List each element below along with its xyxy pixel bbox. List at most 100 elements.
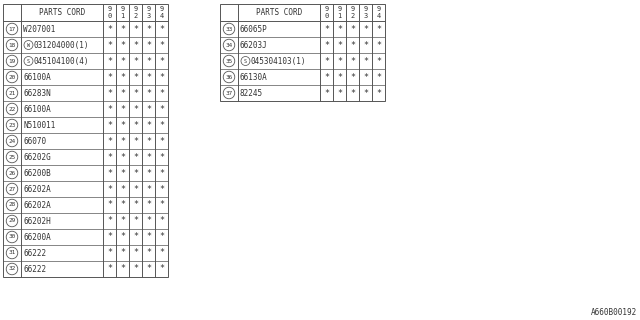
Text: *: * (337, 89, 342, 98)
Text: *: * (120, 185, 125, 194)
Text: 9: 9 (350, 6, 355, 12)
Text: *: * (146, 121, 151, 130)
Text: S: S (27, 59, 30, 63)
Text: *: * (350, 41, 355, 50)
Text: *: * (337, 57, 342, 66)
Text: 66200B: 66200B (23, 169, 51, 178)
Text: *: * (376, 73, 381, 82)
Text: *: * (133, 185, 138, 194)
Text: *: * (133, 57, 138, 66)
Text: 25: 25 (8, 155, 15, 159)
Text: *: * (146, 57, 151, 66)
Text: 36: 36 (225, 75, 232, 79)
Text: *: * (146, 89, 151, 98)
Text: 9: 9 (108, 6, 111, 12)
Text: *: * (133, 217, 138, 226)
Text: S: S (244, 59, 247, 63)
Text: 37: 37 (225, 91, 232, 95)
Text: *: * (107, 169, 112, 178)
Text: 30: 30 (8, 235, 15, 239)
Text: 22: 22 (8, 107, 15, 111)
Text: 1: 1 (337, 13, 342, 19)
Text: *: * (159, 153, 164, 162)
Text: 24: 24 (8, 139, 15, 143)
Text: *: * (159, 73, 164, 82)
Text: *: * (159, 217, 164, 226)
Text: *: * (324, 73, 329, 82)
Text: 0: 0 (108, 13, 111, 19)
Text: *: * (337, 73, 342, 82)
Text: *: * (363, 57, 368, 66)
Text: 66070: 66070 (23, 137, 46, 146)
Text: PARTS CORD: PARTS CORD (256, 8, 302, 17)
Text: N510011: N510011 (23, 121, 56, 130)
Text: 26: 26 (8, 171, 15, 175)
Text: 2: 2 (350, 13, 355, 19)
Text: *: * (120, 249, 125, 258)
Text: *: * (107, 57, 112, 66)
Text: *: * (363, 41, 368, 50)
Text: 21: 21 (8, 91, 15, 95)
Text: *: * (133, 41, 138, 50)
Text: *: * (159, 265, 164, 274)
Text: *: * (146, 25, 151, 34)
Text: *: * (120, 137, 125, 146)
Text: 31: 31 (8, 251, 15, 255)
Text: *: * (159, 25, 164, 34)
Text: 3: 3 (147, 13, 150, 19)
Text: *: * (107, 121, 112, 130)
Text: *: * (107, 25, 112, 34)
Text: 9: 9 (120, 6, 125, 12)
Text: *: * (376, 57, 381, 66)
Text: *: * (146, 169, 151, 178)
Text: *: * (146, 41, 151, 50)
Text: 28: 28 (8, 203, 15, 207)
Text: *: * (107, 153, 112, 162)
Text: *: * (133, 233, 138, 242)
Text: PARTS CORD: PARTS CORD (39, 8, 85, 17)
Text: A660B00192: A660B00192 (591, 308, 637, 317)
Text: *: * (146, 201, 151, 210)
Text: *: * (159, 57, 164, 66)
Text: *: * (350, 57, 355, 66)
Text: *: * (107, 201, 112, 210)
Text: 20: 20 (8, 75, 15, 79)
Text: *: * (159, 201, 164, 210)
Text: *: * (376, 25, 381, 34)
Text: W207001: W207001 (23, 25, 56, 34)
Text: *: * (376, 89, 381, 98)
Text: *: * (159, 185, 164, 194)
Text: 031204000(1): 031204000(1) (34, 41, 90, 50)
Text: *: * (350, 73, 355, 82)
Text: *: * (133, 201, 138, 210)
Text: 82245: 82245 (240, 89, 263, 98)
Text: *: * (363, 25, 368, 34)
Text: 9: 9 (147, 6, 150, 12)
Text: *: * (107, 73, 112, 82)
Text: *: * (350, 25, 355, 34)
Text: *: * (107, 217, 112, 226)
Text: *: * (107, 137, 112, 146)
Text: 66202H: 66202H (23, 217, 51, 226)
Text: *: * (146, 153, 151, 162)
Text: 3: 3 (364, 13, 367, 19)
Text: *: * (120, 121, 125, 130)
Text: 66202G: 66202G (23, 153, 51, 162)
Text: 29: 29 (8, 219, 15, 223)
Text: 19: 19 (8, 59, 15, 63)
Text: *: * (133, 25, 138, 34)
Text: W: W (27, 43, 30, 47)
Text: *: * (146, 217, 151, 226)
Text: 9: 9 (364, 6, 367, 12)
Text: *: * (146, 73, 151, 82)
Text: *: * (120, 105, 125, 114)
Text: *: * (107, 105, 112, 114)
Text: 66283N: 66283N (23, 89, 51, 98)
Text: 9: 9 (159, 6, 164, 12)
Text: *: * (324, 89, 329, 98)
Text: 1: 1 (120, 13, 125, 19)
Text: *: * (146, 233, 151, 242)
Text: *: * (133, 137, 138, 146)
Text: *: * (146, 105, 151, 114)
Text: *: * (146, 185, 151, 194)
